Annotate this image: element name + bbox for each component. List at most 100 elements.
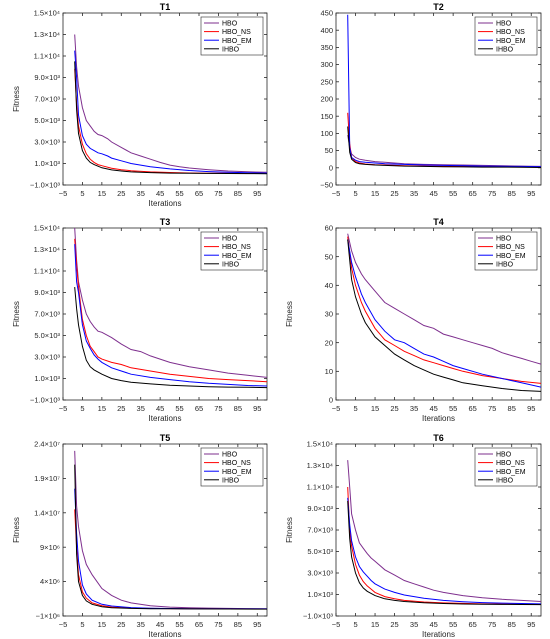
- x-tick-label: 65: [195, 620, 203, 629]
- x-axis-label: Iterations: [149, 199, 182, 208]
- legend-label: HBO_EM: [222, 469, 252, 476]
- y-tick-label: 1.5×10⁴: [34, 9, 60, 18]
- x-tick-label: 25: [117, 620, 125, 629]
- x-tick-label: 55: [175, 189, 183, 198]
- y-tick-label: 3.0×10³: [34, 353, 60, 362]
- x-tick-label: 95: [253, 620, 261, 629]
- y-tick-label: 50: [325, 252, 333, 261]
- series-line-ihbo: [74, 61, 267, 175]
- y-tick-label: 200: [320, 95, 333, 104]
- x-tick-label: 25: [117, 404, 125, 413]
- chart-title: T4: [433, 217, 444, 227]
- legend-label: HBO: [496, 21, 512, 28]
- y-axis-label: Fitness: [285, 517, 294, 543]
- x-axis-label: Iterations: [149, 414, 182, 423]
- x-tick-label: 55: [449, 189, 457, 198]
- x-tick-label: 65: [468, 404, 476, 413]
- x-tick-label: 5: [353, 620, 357, 629]
- legend-label: HBO_NS: [496, 460, 525, 467]
- x-tick-label: 45: [429, 189, 437, 198]
- chart-panel-t3: −5 5 15 25 35 45 55 65 75 85 95 −1.0×10³ 1.0×10³ 3.0×…: [12, 217, 268, 423]
- series-line-ihbo: [347, 239, 541, 392]
- x-tick-label: 55: [175, 620, 183, 629]
- legend-label: IHBO: [222, 261, 240, 268]
- legend-label: HBO_EM: [222, 38, 252, 45]
- x-axis-label: Iterations: [422, 414, 455, 423]
- chart-panel-t2: −5 5 15 25 35 45 55 65 75 85 95 −50 0 50 100 150 200 250 3…: [320, 2, 542, 198]
- x-tick-label: 95: [253, 404, 261, 413]
- y-tick-label: 1.3×10⁴: [307, 461, 333, 470]
- y-tick-label: 9.0×10³: [307, 504, 333, 513]
- y-tick-label: 7.0×10³: [307, 526, 333, 535]
- x-tick-label: 5: [353, 404, 357, 413]
- x-axis-label: Iterations: [149, 630, 182, 639]
- y-tick-label: 1.1×10⁴: [307, 483, 333, 492]
- y-tick-label: 3.0×10³: [34, 138, 60, 147]
- y-tick-label: 250: [320, 77, 333, 86]
- legend-label: HBO_NS: [222, 460, 251, 467]
- x-tick-label: 75: [214, 404, 222, 413]
- y-tick-label: 2.4×10⁷: [34, 440, 60, 449]
- series-line-hbo: [347, 233, 541, 365]
- x-tick-label: 75: [488, 620, 496, 629]
- y-tick-label: 1.9×10⁷: [34, 474, 60, 483]
- legend-label: HBO_EM: [496, 38, 526, 45]
- series-line-hbo: [74, 228, 267, 378]
- x-tick-label: −5: [332, 189, 341, 198]
- x-tick-label: 65: [468, 189, 476, 198]
- y-tick-label: 5.0×10³: [34, 331, 60, 340]
- x-tick-label: 25: [390, 189, 398, 198]
- legend-label: HBO: [496, 452, 512, 459]
- chart-title: T6: [433, 433, 444, 443]
- legend-label: HBO_EM: [222, 253, 252, 260]
- legend-label: IHBO: [496, 477, 514, 484]
- legend-label: HBO: [496, 236, 512, 243]
- x-tick-label: 35: [410, 620, 418, 629]
- series-line-hbo: [74, 450, 267, 610]
- y-tick-label: 20: [325, 338, 333, 347]
- y-tick-label: 7.0×10³: [34, 95, 60, 104]
- x-tick-label: 15: [371, 404, 379, 413]
- x-tick-label: 25: [390, 620, 398, 629]
- x-tick-label: 15: [98, 620, 106, 629]
- x-tick-label: 25: [117, 189, 125, 198]
- y-tick-label: 9.0×10³: [34, 288, 60, 297]
- y-tick-label: 0: [329, 396, 333, 405]
- chart-title: T1: [160, 2, 171, 12]
- legend-label: HBO_EM: [496, 253, 526, 260]
- x-tick-label: 85: [508, 404, 516, 413]
- x-tick-label: 95: [253, 189, 261, 198]
- legend-label: IHBO: [222, 46, 240, 53]
- x-tick-label: 75: [488, 404, 496, 413]
- x-tick-label: 75: [488, 189, 496, 198]
- y-tick-label: 1.5×10⁴: [307, 440, 333, 449]
- chart-panel-t6: −5 5 15 25 35 45 55 65 75 85 95 −1.0×10³ 1.0×10³ 3.0×…: [285, 433, 542, 639]
- y-tick-label: 3.0×10³: [307, 569, 333, 578]
- x-tick-label: 35: [410, 404, 418, 413]
- x-tick-label: 95: [527, 189, 535, 198]
- series-line-hbo-em: [347, 497, 541, 605]
- series-line-hbo-em: [74, 50, 267, 174]
- x-tick-label: 55: [449, 620, 457, 629]
- y-tick-label: 50: [325, 146, 333, 155]
- x-tick-label: 25: [390, 404, 398, 413]
- x-tick-label: 45: [156, 189, 164, 198]
- y-tick-label: −50: [320, 181, 333, 190]
- x-tick-label: 5: [80, 189, 84, 198]
- y-tick-label: 1.4×10⁷: [34, 508, 60, 517]
- series-line-hbo-ns: [74, 238, 267, 383]
- x-tick-label: 55: [449, 404, 457, 413]
- legend-label: IHBO: [222, 477, 240, 484]
- x-tick-label: 15: [371, 189, 379, 198]
- y-axis-label: Fitness: [12, 517, 21, 543]
- x-tick-label: 65: [468, 620, 476, 629]
- x-tick-label: 45: [429, 620, 437, 629]
- y-tick-label: 7.0×10³: [34, 310, 60, 319]
- chart-panel-t5: −5 5 15 25 35 45 55 65 75 85 95 −1×10⁶ 4×10⁶ 9×10⁶ 1.4…: [12, 433, 268, 639]
- y-tick-label: 1.3×10⁴: [34, 245, 60, 254]
- x-tick-label: 85: [234, 404, 242, 413]
- x-tick-label: 45: [429, 404, 437, 413]
- y-tick-label: −1.0×10³: [30, 181, 61, 190]
